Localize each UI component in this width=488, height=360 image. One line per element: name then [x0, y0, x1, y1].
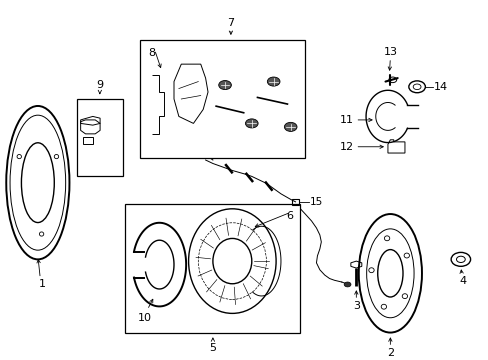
Text: 13: 13	[383, 47, 397, 57]
Text: 1: 1	[39, 279, 46, 288]
Text: 9: 9	[96, 80, 103, 90]
Text: 7: 7	[227, 18, 234, 27]
Circle shape	[344, 282, 350, 287]
Circle shape	[245, 119, 258, 128]
Text: 4: 4	[459, 276, 466, 286]
Bar	[77, 99, 122, 176]
Text: 8: 8	[148, 49, 155, 58]
Text: 3: 3	[352, 301, 359, 311]
Circle shape	[218, 81, 231, 90]
Text: 5: 5	[209, 343, 216, 353]
Circle shape	[267, 77, 280, 86]
Text: 6: 6	[285, 211, 292, 221]
Text: 2: 2	[386, 348, 393, 358]
Text: 14: 14	[433, 82, 447, 92]
Text: 10: 10	[138, 314, 151, 323]
Bar	[140, 40, 305, 158]
Text: 11: 11	[339, 115, 353, 125]
Bar	[125, 204, 300, 333]
Bar	[291, 199, 299, 204]
Text: 15: 15	[309, 197, 323, 207]
Circle shape	[284, 122, 296, 131]
Text: 12: 12	[339, 142, 353, 152]
